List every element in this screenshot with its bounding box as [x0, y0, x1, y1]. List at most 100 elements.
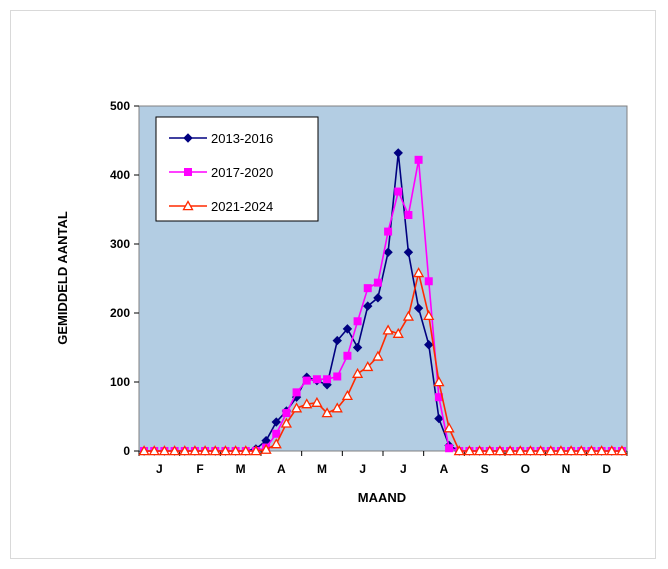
data-point: [331, 402, 343, 413]
data-point: [463, 445, 476, 456]
data-point: [382, 324, 394, 335]
data-point: [585, 445, 598, 456]
data-point: [404, 211, 413, 220]
data-point: [282, 409, 291, 418]
data-point: [445, 444, 454, 453]
data-point: [183, 133, 193, 143]
series-3: [138, 267, 628, 456]
y-tick-label: 100: [110, 375, 130, 389]
data-point: [402, 310, 415, 321]
data-point: [343, 351, 352, 360]
data-point: [373, 293, 383, 303]
data-point: [433, 376, 445, 387]
data-point: [534, 445, 547, 456]
data-point: [524, 445, 537, 456]
data-point: [301, 398, 313, 409]
data-point: [412, 267, 425, 278]
x-tick-label: N: [562, 462, 571, 476]
data-point: [394, 187, 403, 196]
data-point: [363, 301, 373, 311]
data-point: [321, 407, 333, 418]
data-point: [311, 396, 323, 407]
data-point: [352, 342, 363, 353]
data-point: [453, 445, 465, 456]
data-point: [606, 445, 618, 456]
data-point: [333, 372, 342, 381]
data-point: [473, 445, 486, 456]
data-point: [423, 309, 435, 321]
data-point: [260, 443, 272, 454]
x-tick-label: O: [521, 462, 530, 476]
data-point: [392, 327, 404, 338]
data-point: [168, 445, 181, 456]
data-point: [184, 168, 192, 176]
data-point: [413, 303, 424, 313]
data-point: [575, 445, 587, 456]
data-point: [302, 376, 311, 385]
data-point: [323, 375, 332, 384]
legend-label: 2013-2016: [211, 131, 273, 146]
x-tick-label: F: [196, 462, 203, 476]
legend-label: 2017-2020: [211, 165, 273, 180]
data-point: [484, 445, 496, 456]
data-point: [353, 317, 362, 326]
y-tick-label: 300: [110, 237, 130, 251]
data-point: [424, 340, 434, 350]
data-point: [494, 445, 506, 456]
data-point: [351, 367, 364, 378]
data-point: [616, 445, 628, 456]
data-point: [424, 277, 433, 286]
data-point: [199, 445, 211, 456]
data-point: [414, 155, 423, 164]
x-axis-title: MAAND: [358, 490, 406, 505]
data-point: [271, 417, 281, 427]
legend: 2013-2016 2017-2020 2021-2024: [155, 116, 319, 222]
data-point: [312, 375, 321, 384]
x-tick-label: S: [481, 462, 489, 476]
y-tick-label: 200: [110, 306, 130, 320]
x-tick-label: A: [440, 462, 449, 476]
data-point: [270, 438, 282, 449]
legend-label: 2021-2024: [211, 199, 273, 214]
data-point: [341, 389, 354, 401]
data-point: [272, 429, 281, 438]
data-point: [555, 445, 567, 456]
data-point: [514, 445, 526, 456]
data-point: [182, 200, 194, 211]
data-point: [403, 247, 414, 257]
data-point: [332, 335, 342, 346]
data-point: [292, 388, 301, 397]
data-point: [219, 445, 232, 456]
y-tick-label: 400: [110, 168, 130, 182]
x-tick-label: J: [156, 462, 163, 476]
y-tick-label: 0: [123, 444, 130, 458]
data-point: [209, 445, 221, 456]
data-point: [384, 227, 393, 236]
y-tick-label: 500: [110, 99, 130, 113]
x-tick-label: J: [359, 462, 366, 476]
data-point: [595, 445, 608, 456]
data-point: [363, 284, 372, 293]
x-tick-label: M: [236, 462, 246, 476]
data-point: [158, 445, 171, 456]
y-axis-title: GEMIDDELD AANTAL: [55, 211, 70, 345]
data-point: [373, 278, 382, 287]
chart-frame: 0 100 200 300 400 500 J F M A M J J A S O N D GEMIDDELD …: [10, 10, 656, 559]
data-point: [393, 148, 403, 158]
line-chart: 0 100 200 300 400 500 J F M A M J J A S O N D GEMIDDELD …: [55, 99, 628, 505]
data-point: [362, 360, 374, 372]
data-point: [229, 445, 242, 456]
data-point: [504, 445, 516, 456]
x-tick-label: A: [277, 462, 286, 476]
data-point: [280, 417, 293, 428]
x-tick-label: J: [400, 462, 407, 476]
data-point: [189, 445, 201, 456]
data-point: [179, 445, 191, 456]
data-point: [434, 393, 443, 402]
legend-box: [155, 116, 319, 222]
data-point: [138, 445, 150, 456]
data-point: [545, 445, 557, 456]
x-tick-label: D: [602, 462, 611, 476]
data-point: [250, 445, 262, 456]
data-point: [383, 247, 393, 257]
